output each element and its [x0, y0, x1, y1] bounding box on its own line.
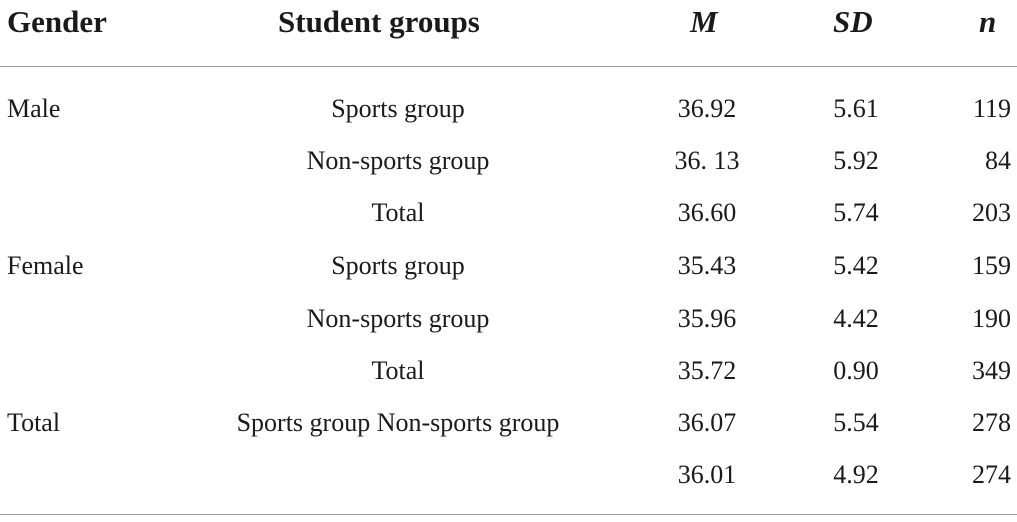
cell-group: Non-sports group [306, 304, 490, 333]
cell-group: Total [371, 198, 425, 227]
cell-n: 119 [972, 94, 1011, 123]
table-row: Female Sports group 35.43 5.42 159 [0, 246, 1017, 286]
header-student-groups: Student groups [278, 4, 480, 39]
table-header: Gender Student groups M SD n [0, 0, 1017, 48]
cell-mean: 36.92 [677, 94, 737, 123]
cell-gender: Total [7, 408, 61, 437]
header-sd: SD [833, 4, 873, 39]
cell-sd: 5.61 [833, 94, 879, 123]
cell-n: 159 [972, 251, 1011, 280]
cell-mean: 35.96 [677, 304, 737, 333]
cell-sd: 4.42 [833, 304, 879, 333]
header-gender: Gender [7, 4, 107, 39]
cell-mean: 35.43 [677, 251, 737, 280]
cell-mean: 36. 13 [674, 146, 740, 175]
cell-n: 274 [972, 460, 1011, 489]
table-row: 36.01 4.92 274 [0, 455, 1017, 495]
cell-sd: 5.92 [833, 146, 879, 175]
cell-sd: 5.54 [833, 408, 879, 437]
header-n: n [979, 4, 997, 39]
cell-n: 278 [972, 408, 1011, 437]
cell-mean: 36.01 [677, 460, 737, 489]
cell-n: 349 [972, 356, 1011, 385]
cell-group: Sports group [331, 251, 465, 280]
cell-mean: 35.72 [677, 356, 737, 385]
cell-group: Sports group Non-sports group [236, 408, 560, 437]
cell-n: 203 [972, 198, 1011, 227]
cell-group: Sports group [331, 94, 465, 123]
cell-mean: 36.60 [677, 198, 737, 227]
table-row: Total 35.72 0.90 349 [0, 351, 1017, 391]
cell-gender: Female [7, 251, 84, 280]
table-row: Male Sports group 36.92 5.61 119 [0, 89, 1017, 129]
cell-mean: 36.07 [677, 408, 737, 437]
header-divider [0, 66, 1017, 67]
table-row: Total Sports group Non-sports group 36.0… [0, 403, 1017, 443]
cell-sd: 0.90 [833, 356, 879, 385]
table-row: Non-sports group 36. 13 5.92 84 [0, 141, 1017, 181]
cell-group: Total [371, 356, 425, 385]
table-bottom-rule [0, 514, 1017, 515]
cell-n: 190 [972, 304, 1011, 333]
cell-gender: Male [7, 94, 61, 123]
cell-sd: 5.74 [833, 198, 879, 227]
cell-sd: 5.42 [833, 251, 879, 280]
cell-sd: 4.92 [833, 460, 879, 489]
table-row: Total 36.60 5.74 203 [0, 193, 1017, 233]
cell-n: 84 [985, 146, 1011, 175]
table-row: Non-sports group 35.96 4.42 190 [0, 299, 1017, 339]
header-mean: M [690, 4, 718, 39]
cell-group: Non-sports group [306, 146, 490, 175]
